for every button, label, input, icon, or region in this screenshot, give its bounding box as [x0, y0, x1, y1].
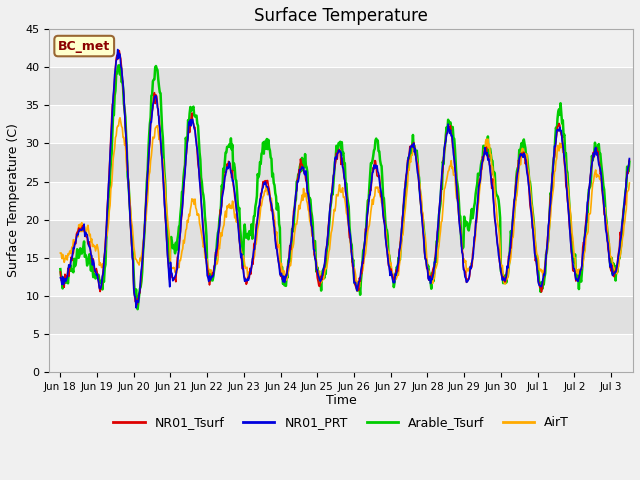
Title: Surface Temperature: Surface Temperature	[254, 7, 428, 25]
Bar	[49, 106, 633, 144]
Bar	[49, 334, 633, 372]
Bar	[49, 296, 633, 334]
X-axis label: Time: Time	[326, 394, 356, 408]
Y-axis label: Surface Temperature (C): Surface Temperature (C)	[7, 123, 20, 277]
Bar	[49, 258, 633, 296]
Bar	[49, 144, 633, 181]
Bar	[49, 219, 633, 258]
Bar	[49, 29, 633, 67]
Legend: NR01_Tsurf, NR01_PRT, Arable_Tsurf, AirT: NR01_Tsurf, NR01_PRT, Arable_Tsurf, AirT	[108, 411, 574, 434]
Text: BC_met: BC_met	[58, 39, 110, 52]
Bar	[49, 181, 633, 219]
Bar	[49, 67, 633, 106]
